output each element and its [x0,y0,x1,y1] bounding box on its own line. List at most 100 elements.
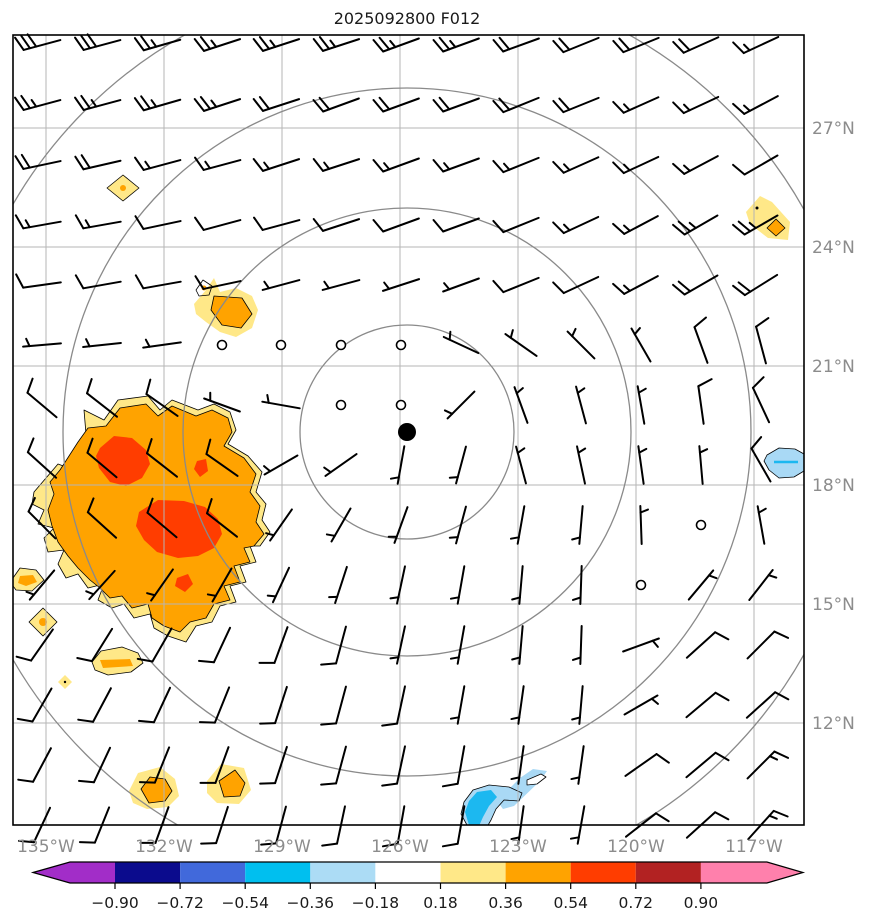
contour-region-large-west-maximum [96,436,150,486]
wind-barb [261,393,301,410]
wind-barb [193,36,242,52]
wind-barb [639,505,649,545]
wind-barb [381,745,406,787]
wind-barb [266,566,291,604]
lat-tick-label: 27°N [812,119,855,139]
lat-tick-label: 18°N [812,476,855,496]
wind-barb [509,505,526,545]
wind-barb [312,158,361,172]
lat-tick-label: 24°N [812,238,855,258]
colorbar-tick-label: 0.54 [553,894,588,912]
wind-barb [571,685,584,725]
wind-barb [312,96,360,113]
wind-barb [17,747,52,783]
wind-barb [312,36,361,52]
contour-region-large-west-maximum [194,459,208,477]
wind-barb [441,745,466,788]
wind-barb [259,685,288,725]
colorbar: −0.90 −0.72 −0.54 −0.36 −0.18 0.18 0.36 0.54 0.7… [30,861,806,912]
wind-barb [672,95,720,115]
wind-barb [755,317,770,365]
wind-barb [697,378,713,425]
wind-barb [504,329,538,357]
wind-barb [194,156,242,171]
wind-barb [86,378,118,418]
colorbar-extend-right [700,862,803,883]
contour-region-south-negative-blob [465,790,497,825]
wind-barb [74,274,122,290]
wind-barb [74,154,122,171]
colorbar-outline [30,861,806,884]
wind-barb [320,745,347,786]
contour-core-dot [63,680,67,684]
wind-barb [199,746,230,784]
wind-barb [16,687,53,723]
wind-barb [552,215,600,235]
wind-barb [612,275,659,295]
wind-barb [732,154,779,176]
colorbar-segment [180,862,246,883]
wind-barb [381,685,406,727]
wind-barb [15,628,54,662]
wind-barb [511,565,524,605]
wind-barb [570,745,585,785]
wind-barb [732,35,780,55]
wind-barb [320,685,347,726]
wind-barb [492,36,540,53]
wind-barb [751,376,771,424]
wind-barb [492,276,540,294]
wind-barb [138,746,171,784]
wind-barb [389,565,406,605]
wind-barb [622,637,660,653]
wind-barb [258,626,289,664]
wind-barb [732,214,779,236]
colorbar-segment [570,862,636,883]
wind-barb [432,217,480,233]
wind-barb [624,753,670,777]
colorbar-tick-label: −0.36 [287,894,335,912]
calm-circle [695,519,707,531]
wind-barb [74,33,122,51]
wind-barb [612,215,659,235]
wind-barb [510,745,525,785]
wind-barb [146,497,178,539]
wind-barb [78,746,112,784]
wind-barb [449,565,466,605]
wind-barb [612,96,660,114]
wind-barb [15,273,62,289]
wind-barb [756,505,767,545]
wind-barb [14,33,62,51]
wind-barb [372,96,420,113]
wind-barb [432,157,480,173]
wind-barb [746,630,790,660]
wind-barb [198,686,231,724]
wind-barb [134,156,182,171]
wind-barb [612,36,660,54]
wind-barb [432,96,480,113]
wind-barb [685,691,730,719]
wind-barb [571,625,583,665]
colorbar-tick-label: 0.90 [684,894,719,912]
wind-barb [685,751,730,779]
plot-frame [12,34,805,826]
wind-barb [253,216,301,231]
colorbar-extend-left [33,862,115,883]
wind-barb [193,96,242,112]
wind-barb [325,507,352,543]
contour-region-south-blob-2 [218,769,246,798]
wind-barb [82,338,122,348]
lon-tick-label: 132°W [135,837,193,857]
wind-barb [612,155,660,175]
lat-tick-label: 15°N [812,595,855,615]
colorbar-segment [440,862,506,883]
wind-barb [206,567,233,603]
wind-barb [27,496,57,540]
wind-barb [133,35,182,52]
wind-barb [387,506,409,544]
wind-barb-layer [14,33,790,848]
wind-barb [492,156,540,174]
wind-barb [323,453,358,477]
lon-tick-label: 123°W [489,837,547,857]
wind-barb [442,277,480,293]
